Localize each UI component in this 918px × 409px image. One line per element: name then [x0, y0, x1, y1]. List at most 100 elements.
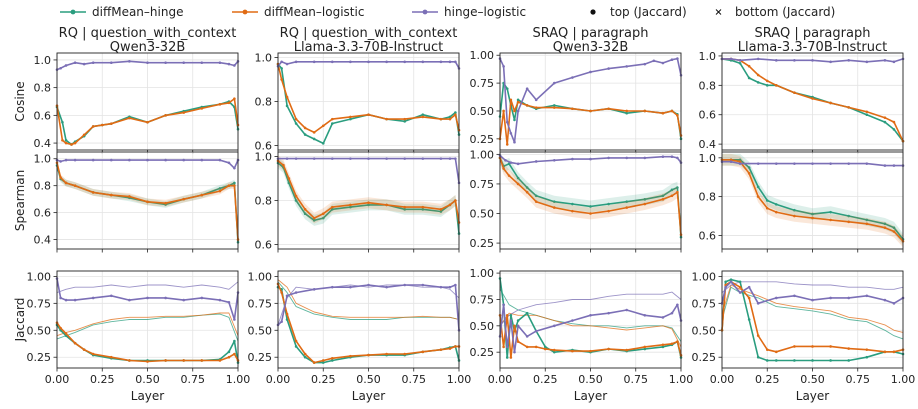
data-point	[513, 118, 516, 122]
data-point	[385, 60, 388, 64]
data-point	[892, 128, 896, 131]
data-point	[625, 111, 628, 115]
data-point	[349, 285, 352, 289]
data-point	[164, 359, 167, 362]
data-point	[571, 157, 574, 161]
data-point	[676, 190, 679, 194]
panel-r2-c0: 0.00 0.25 0.50 0.75 1.00 0.25 0.50 0.75 1.00 Laye…	[27, 270, 251, 403]
series-diffmean-logistic-top-band	[500, 152, 681, 241]
x-tick-label: 0.50	[800, 373, 825, 386]
data-point	[182, 197, 185, 201]
data-point	[729, 158, 733, 162]
data-point	[367, 113, 370, 117]
y-tick-label: 1.00	[470, 49, 495, 62]
data-point	[505, 345, 509, 349]
data-point	[724, 280, 727, 284]
data-point	[146, 61, 149, 64]
y-tick-label: 0.50	[470, 208, 495, 221]
data-point	[367, 60, 370, 64]
data-point	[847, 220, 850, 224]
legend-label-hinge-logistic: hinge–logistic	[444, 5, 526, 19]
data-point	[670, 194, 674, 198]
data-point	[883, 226, 887, 229]
data-point	[294, 345, 298, 348]
data-point	[765, 84, 769, 87]
data-point	[303, 212, 307, 216]
data-point	[294, 117, 298, 121]
x-tick-label: 0.75	[402, 373, 427, 386]
data-point	[403, 157, 407, 160]
data-point	[294, 157, 298, 160]
data-point	[516, 340, 520, 343]
data-point	[321, 212, 325, 216]
data-point	[294, 60, 298, 64]
data-point	[312, 288, 316, 291]
data-point	[285, 318, 289, 321]
data-point	[829, 296, 832, 300]
data-point	[73, 341, 77, 345]
legend-item-top: top (Jaccard)	[590, 5, 687, 19]
data-point	[892, 60, 896, 64]
y-tick-label: 0.8	[34, 180, 52, 193]
data-point	[516, 162, 520, 166]
y-tick-label: 1.00	[27, 270, 52, 283]
x-tick-label: 0.75	[624, 373, 649, 386]
x-tick-label: 0.00	[710, 373, 735, 386]
data-point	[331, 157, 334, 160]
data-point	[525, 104, 529, 107]
data-point	[724, 285, 727, 289]
data-point	[128, 359, 131, 362]
data-point	[303, 355, 307, 359]
series-diffmean-hinge-top	[721, 278, 904, 362]
data-point	[865, 218, 869, 222]
data-point	[385, 203, 388, 207]
data-point	[367, 283, 370, 287]
data-point	[280, 291, 283, 294]
data-point	[294, 291, 298, 294]
data-point	[525, 186, 529, 189]
data-point	[100, 123, 104, 127]
panel-frame	[56, 151, 239, 250]
data-point	[200, 193, 204, 197]
data-point	[349, 117, 352, 121]
data-point	[747, 318, 751, 321]
data-point	[59, 326, 62, 330]
data-point	[349, 157, 352, 160]
data-point	[502, 65, 505, 68]
data-point	[643, 62, 647, 66]
data-point	[454, 113, 457, 117]
data-point	[146, 296, 149, 300]
data-point	[454, 157, 457, 160]
data-point	[553, 81, 556, 85]
x-tick-label: 0.75	[181, 373, 206, 386]
data-point	[775, 59, 778, 62]
data-point	[847, 359, 850, 362]
data-point	[543, 347, 547, 351]
data-point	[331, 205, 334, 209]
legend-item-diffmean-logistic: diffMean–logistic	[232, 5, 364, 19]
data-point	[287, 181, 291, 185]
data-point	[534, 98, 538, 102]
y-tick-label: 0.6	[255, 140, 273, 153]
data-point	[454, 111, 457, 114]
panel-r0-c0: 0.4 0.6 0.8 1.0	[34, 52, 240, 154]
data-point	[448, 157, 452, 160]
data-point	[367, 353, 370, 357]
data-point	[403, 117, 407, 121]
data-point	[793, 162, 796, 165]
y-tick-label: 0.75	[27, 297, 52, 310]
data-point	[729, 57, 733, 61]
data-point	[738, 280, 742, 284]
y-tick-label: 1.0	[699, 50, 717, 63]
row-ylabel: Jaccard	[13, 298, 27, 343]
data-point	[747, 76, 751, 80]
data-point	[439, 285, 443, 289]
data-point	[312, 60, 316, 64]
data-point	[676, 303, 679, 307]
data-point	[829, 210, 832, 214]
y-tick-label: 0.8	[34, 82, 52, 95]
data-point	[439, 157, 443, 160]
data-point	[454, 199, 457, 202]
data-point	[146, 200, 149, 204]
y-tick-label: 0.75	[470, 77, 495, 90]
